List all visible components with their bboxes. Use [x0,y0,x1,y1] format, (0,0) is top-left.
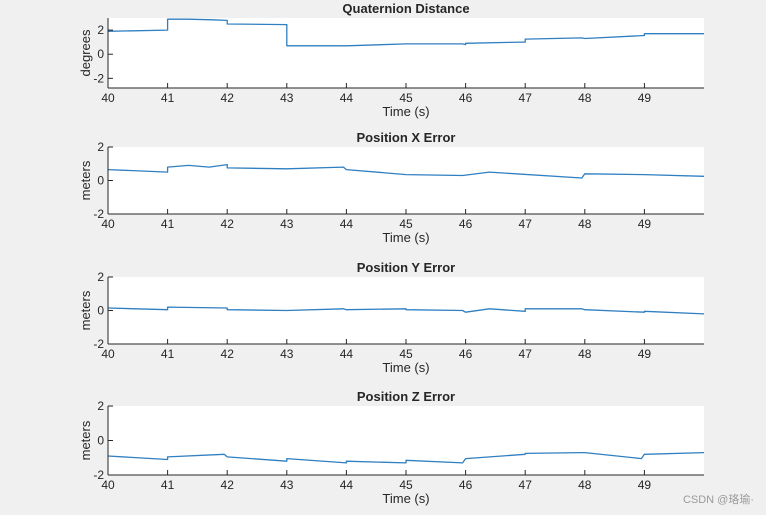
x-tick-label: 43 [280,91,294,105]
chart-title: Position Z Error [357,389,455,404]
x-tick-label: 43 [280,347,294,361]
y-axis-label: degrees [78,29,93,76]
chart-title: Quaternion Distance [342,1,469,16]
x-tick-label: 49 [638,478,652,492]
x-tick-label: 49 [638,91,652,105]
x-axis-label: Time (s) [382,491,429,506]
x-tick-label: 48 [578,478,592,492]
x-tick-label: 44 [340,478,354,492]
y-axis-label: meters [78,290,93,330]
x-tick-label: 40 [101,217,115,231]
x-tick-label: 47 [519,91,533,105]
x-tick-label: 43 [280,217,294,231]
x-tick-label: 41 [161,91,175,105]
x-tick-label: 45 [399,478,413,492]
series-line [107,18,704,47]
y-axis-label: meters [78,160,93,200]
y-tick-label: -2 [93,71,104,85]
x-tick-label: 47 [519,347,533,361]
y-tick-label: 0 [97,304,104,318]
y-tick-label: 2 [97,270,104,284]
x-tick-label: 47 [519,478,533,492]
x-axis-label: Time (s) [382,230,429,245]
series-line [107,163,705,179]
x-tick-label: 42 [221,478,235,492]
x-tick-label: 45 [399,91,413,105]
x-tick-label: 46 [459,347,473,361]
x-tick-label: 40 [101,91,115,105]
y-tick-label: -2 [93,337,104,351]
x-tick-label: 46 [459,217,473,231]
x-tick-label: 42 [221,217,235,231]
y-tick-label: 2 [97,399,104,413]
x-tick-label: 41 [161,217,175,231]
x-tick-label: 40 [101,347,115,361]
x-tick-label: 44 [340,217,354,231]
x-tick-label: 45 [399,347,413,361]
watermark: CSDN @珞瑜· [682,494,754,506]
y-axis-label: meters [78,420,93,460]
x-tick-label: 49 [638,217,652,231]
x-tick-label: 45 [399,217,413,231]
subplot-4: 40 41 42 43 44 45 46 47 48 49 -2 0 2 Position Z Error… [78,389,705,506]
subplot-2: 40 41 42 43 44 45 46 47 48 49 -2 0 2 Position X Error… [78,130,705,245]
x-tick-label: 44 [340,91,354,105]
x-tick-label: 48 [578,217,592,231]
chart-title: Position X Error [357,130,456,145]
y-tick-label: 0 [97,47,104,61]
chart-title: Position Y Error [357,260,456,275]
x-tick-label: 42 [221,91,235,105]
plot-area [108,18,704,88]
x-axis-label: Time (s) [382,104,429,119]
x-tick-label: 43 [280,478,294,492]
series-line [107,306,705,315]
plot-area [108,147,704,214]
plot-area [108,406,704,475]
x-tick-label: 41 [161,347,175,361]
x-tick-label: 42 [221,347,235,361]
x-tick-label: 46 [459,478,473,492]
x-tick-label: 48 [578,347,592,361]
subplot-1: 40 41 42 43 44 45 46 47 48 49 -2 0 2 Quaternion Dista… [78,1,704,119]
x-tick-label: 47 [519,217,533,231]
x-tick-label: 40 [101,478,115,492]
x-tick-label: 49 [638,347,652,361]
series-line [107,451,705,464]
y-tick-label: 2 [97,23,104,37]
subplot-3: 40 41 42 43 44 45 46 47 48 49 -2 0 2 Position Y Error… [78,260,705,375]
y-tick-label: 0 [97,174,104,188]
y-tick-label: 2 [97,140,104,154]
x-tick-label: 48 [578,91,592,105]
y-tick-label: -2 [93,468,104,482]
x-axis-label: Time (s) [382,360,429,375]
x-tick-label: 46 [459,91,473,105]
y-tick-label: 0 [97,434,104,448]
y-tick-label: -2 [93,207,104,221]
x-tick-label: 44 [340,347,354,361]
x-tick-label: 41 [161,478,175,492]
